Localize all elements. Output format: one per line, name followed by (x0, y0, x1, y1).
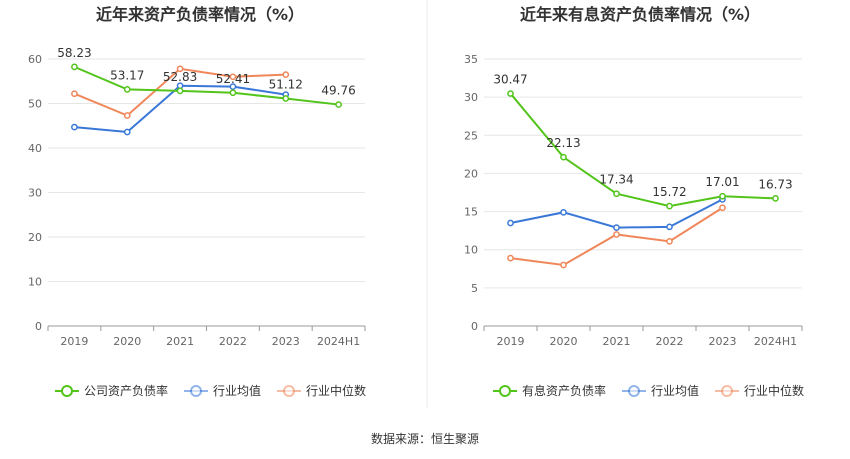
right-chart-series-2-point (507, 254, 514, 262)
right-chart-data-label: 16.73 (758, 177, 792, 191)
right-chart-data-label: 15.72 (652, 185, 686, 199)
right-chart-y-tick-label: 35 (464, 53, 478, 66)
left-chart-data-label: 52.83 (163, 70, 197, 84)
right-chart-series-1-point (613, 224, 620, 231)
left-chart-legend-label: 行业均值 (213, 383, 261, 398)
right-chart-x-tick-label: 2022 (656, 335, 684, 348)
left-chart-y-tick-label: 50 (28, 98, 42, 111)
right-chart-x-tick-label: 2021 (603, 335, 631, 348)
chart-left: 0 10 20 30 40 50 60 2019 2020 2021 2022 2023 2024H1 5… (28, 46, 366, 398)
left-chart-x-tick-label: 2022 (219, 335, 247, 348)
right-chart-y-tick-label: 10 (464, 244, 478, 257)
left-chart-series-0-point (176, 87, 184, 95)
left-chart-series-0-line (74, 65, 339, 106)
right-chart-series-0-line (509, 92, 776, 208)
right-chart-series-2-point (719, 204, 726, 212)
left-chart-y-tick-label: 60 (28, 53, 42, 66)
left-chart-x-tick-label: 2023 (272, 335, 300, 348)
right-chart-series-2-point (613, 231, 620, 238)
right-chart-legend-item-2[interactable]: 行业中位数 (715, 383, 804, 398)
right-chart-legend-marker (499, 385, 511, 397)
left-chart-series-2-point (71, 90, 78, 98)
right-chart-legend-label: 行业均值 (651, 383, 699, 398)
chart-right-title: 近年来有息资产负债率情况（%） (520, 5, 760, 24)
right-chart-y-tick-label: 0 (471, 320, 478, 333)
left-chart-y-tick-label: 30 (28, 187, 42, 200)
right-chart-legend-item-0[interactable]: 有息资产负债率 (493, 383, 606, 398)
left-chart-series-0-point (229, 89, 237, 97)
left-chart-y-tick-label: 10 (28, 276, 42, 289)
left-chart-series-0-point (335, 101, 342, 108)
right-chart-data-label: 22.13 (546, 136, 580, 150)
right-chart-x-tick-label: 2023 (709, 335, 737, 348)
left-chart-series-1-point (229, 83, 237, 90)
right-chart-x-tick-label: 2020 (550, 335, 578, 348)
left-chart-legend-item-0[interactable]: 公司资产负债率 (55, 383, 168, 398)
left-chart-y-tick-label: 20 (28, 231, 42, 244)
right-chart-series-0-point (772, 195, 779, 202)
left-chart-data-label: 49.76 (321, 84, 355, 98)
right-chart-series-0-point (560, 153, 567, 161)
right-chart-series-1-line (510, 198, 723, 229)
left-chart-legend-marker (283, 385, 295, 397)
left-chart-legend-item-2[interactable]: 行业中位数 (277, 383, 366, 398)
chart-left-title: 近年来资产负债率情况（%） (96, 5, 304, 24)
left-chart-series-1-point (123, 128, 131, 136)
right-chart-y-tick-label: 20 (464, 167, 478, 180)
right-chart-legend-label: 有息资产负债率 (522, 383, 606, 398)
left-chart-series-0-point (123, 86, 131, 93)
right-chart-series-0-point (666, 202, 673, 210)
left-chart-series-2-point (282, 71, 290, 78)
right-chart-data-label: 17.01 (705, 175, 739, 189)
left-chart-data-label: 51.12 (269, 78, 303, 92)
left-chart-series-2-point (176, 65, 184, 73)
left-chart-data-label: 58.23 (57, 46, 91, 60)
right-chart-legend-item-1[interactable]: 行业均值 (622, 383, 699, 398)
right-chart-legend-marker (628, 385, 640, 397)
left-chart-series-1-point (71, 123, 78, 131)
right-chart-data-label: 17.34 (599, 173, 633, 187)
right-chart-y-tick-label: 25 (464, 129, 478, 142)
source-label: 数据来源：恒生聚源 (371, 431, 479, 446)
left-chart-data-label: 52.41 (216, 72, 250, 86)
right-chart-series-2-point (560, 261, 567, 269)
left-chart-x-tick-label: 2020 (113, 335, 141, 348)
left-chart-series-0-point (71, 63, 78, 71)
right-chart-x-tick-label: 2019 (497, 335, 525, 348)
left-chart-legend-marker (190, 385, 202, 397)
right-chart-series-1-point (560, 208, 567, 216)
left-chart-legend-marker (61, 385, 73, 397)
chart-right: 0 5 10 15 20 25 30 35 2019 2020 2021 2022 2023 2024H1… (464, 53, 804, 398)
left-chart-x-tick-label: 2021 (166, 335, 194, 348)
left-chart-series-0-point (282, 95, 290, 102)
left-chart-x-tick-label: 2024H1 (317, 335, 360, 348)
right-chart-series-1-point (507, 219, 514, 227)
left-chart-x-tick-label: 2019 (60, 335, 88, 348)
right-chart-y-tick-label: 5 (471, 282, 478, 295)
right-chart-y-tick-label: 30 (464, 91, 478, 104)
left-chart-data-label: 53.17 (110, 68, 144, 82)
left-chart-y-tick-label: 0 (35, 320, 42, 333)
right-chart-series-0-point (613, 190, 620, 198)
left-chart-legend-label: 行业中位数 (306, 383, 366, 398)
right-chart-x-tick-label: 2024H1 (754, 335, 797, 348)
right-chart-y-tick-label: 15 (464, 206, 478, 219)
left-chart-legend-item-1[interactable]: 行业均值 (184, 383, 261, 398)
right-chart-legend-marker (721, 385, 733, 397)
left-chart-series-2-point (123, 112, 131, 119)
left-chart-y-tick-label: 40 (28, 142, 42, 155)
right-chart-series-0-point (507, 90, 514, 97)
right-chart-series-1-point (666, 223, 673, 231)
right-chart-data-label: 30.47 (493, 73, 527, 87)
right-chart-legend-label: 行业中位数 (744, 383, 804, 398)
right-chart-series-0-point (719, 192, 726, 200)
left-chart-series-2-point (229, 73, 237, 81)
right-chart-series-2-point (666, 237, 673, 245)
left-chart-legend-label: 公司资产负债率 (84, 383, 168, 398)
